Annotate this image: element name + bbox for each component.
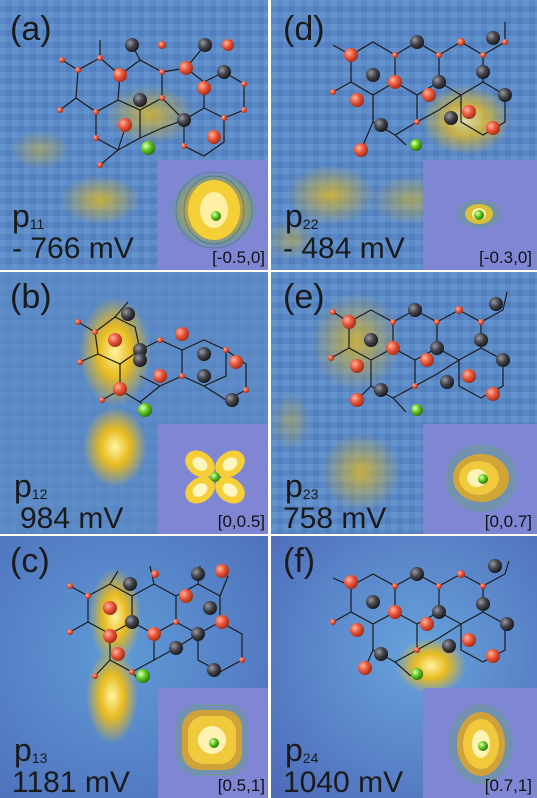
inset-d: [-0.3,0] <box>423 160 537 270</box>
state-name: p11 <box>12 198 45 234</box>
inset-coordinates: [-0.3,0] <box>479 248 532 267</box>
molecule-overlay-e <box>328 291 510 416</box>
panel-label: (e) <box>283 278 325 316</box>
panel-c: (c) p13 1181 mV [0.5,1] <box>0 536 268 798</box>
panel-label: (d) <box>283 10 325 48</box>
inset-e: [0,0.7] <box>423 424 537 534</box>
inset-b: [0,0.5] <box>158 424 268 534</box>
molecule-overlay-a <box>57 38 247 168</box>
molecule-overlay-d <box>330 22 512 157</box>
inset-coordinates: [0.5,1] <box>217 776 265 795</box>
stm-map-d <box>271 0 537 270</box>
panel-d: (d) p22 - 484 mV [-0.3,0] <box>271 0 537 270</box>
bias-voltage: 1181 mV <box>12 766 130 798</box>
panel-f: (f) p24 1040 mV [0.7,1] <box>271 536 537 798</box>
state-name: p24 <box>285 732 319 768</box>
panel-a: (a) p11 - 766 mV [-0.5,0] <box>0 0 268 270</box>
inset-coordinates: [0.7,1] <box>484 776 532 795</box>
panel-e: (e) p23 758 mV [0,0.7] <box>271 272 537 534</box>
inset-a: [-0.5,0] <box>158 160 268 270</box>
state-name: p22 <box>285 198 319 234</box>
state-name: p12 <box>14 468 48 504</box>
panel-label: (b) <box>10 278 52 316</box>
inset-coordinates: [0,0.5] <box>217 512 265 531</box>
panel-label: (c) <box>10 542 50 580</box>
panel-label: (f) <box>283 542 316 580</box>
panel-label: (a) <box>10 10 52 48</box>
bias-voltage: - 484 mV <box>283 232 405 265</box>
molecule-overlay-b <box>75 301 249 417</box>
bias-voltage: 1040 mV <box>283 766 404 798</box>
bias-voltage: 984 mV <box>20 502 124 534</box>
inset-coordinates: [0,0.7] <box>484 512 532 531</box>
atoms-a <box>57 38 247 168</box>
bias-voltage: - 766 mV <box>12 232 134 265</box>
inset-coordinates: [-0.5,0] <box>212 248 265 267</box>
inset-c: [0.5,1] <box>158 688 268 798</box>
state-name: p13 <box>14 732 48 768</box>
inset-f: [0.7,1] <box>423 688 537 798</box>
panel-b: (b) p12 984 mV [0,0.5] <box>0 272 268 534</box>
state-name: p23 <box>285 468 319 504</box>
molecule-overlay-f <box>330 559 514 680</box>
bias-voltage: 758 mV <box>283 502 387 534</box>
molecule-overlay-c <box>67 564 245 683</box>
